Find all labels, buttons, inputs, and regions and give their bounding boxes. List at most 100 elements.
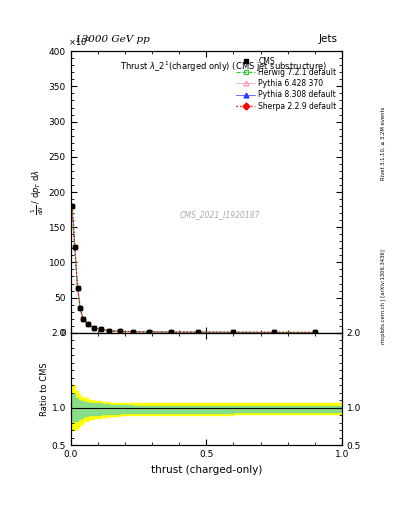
- CMS: [78, 305, 83, 311]
- Herwig 7.2.1 default: [272, 329, 276, 335]
- Text: Rivet 3.1.10, ≥ 3.2M events: Rivet 3.1.10, ≥ 3.2M events: [381, 106, 386, 180]
- Pythia 6.428 370: [98, 326, 103, 332]
- CMS: [312, 329, 317, 335]
- Sherpa 2.2.9 default: [312, 329, 317, 335]
- Sherpa 2.2.9 default: [98, 326, 103, 332]
- Sherpa 2.2.9 default: [92, 325, 96, 331]
- Pythia 6.428 370: [147, 329, 152, 335]
- CMS: [131, 329, 136, 335]
- Herwig 7.2.1 default: [72, 244, 77, 250]
- Pythia 6.428 370: [78, 305, 83, 311]
- Sherpa 2.2.9 default: [70, 203, 74, 209]
- Pythia 6.428 370: [75, 285, 80, 291]
- Pythia 6.428 370: [70, 203, 74, 209]
- Herwig 7.2.1 default: [98, 326, 103, 332]
- Pythia 6.428 370: [86, 322, 91, 328]
- CMS: [72, 244, 77, 250]
- Herwig 7.2.1 default: [75, 285, 80, 291]
- CMS: [196, 329, 200, 335]
- Text: $\times 10^{0}$: $\times 10^{0}$: [68, 36, 91, 48]
- Pythia 8.308 default: [78, 305, 83, 311]
- Pythia 8.308 default: [312, 329, 317, 335]
- Pythia 6.428 370: [107, 328, 111, 334]
- CMS: [81, 315, 85, 322]
- Pythia 8.308 default: [272, 329, 276, 335]
- Herwig 7.2.1 default: [169, 329, 173, 335]
- Sherpa 2.2.9 default: [147, 329, 152, 335]
- Herwig 7.2.1 default: [231, 329, 236, 335]
- CMS: [86, 322, 91, 328]
- Pythia 8.308 default: [72, 244, 77, 250]
- Sherpa 2.2.9 default: [81, 315, 85, 322]
- Text: Thrust $\lambda$_2$^1$(charged only) (CMS jet substructure): Thrust $\lambda$_2$^1$(charged only) (CM…: [119, 60, 327, 74]
- Pythia 8.308 default: [75, 285, 80, 291]
- Text: CMS_2021_I1920187: CMS_2021_I1920187: [180, 210, 260, 219]
- Herwig 7.2.1 default: [92, 325, 96, 331]
- Y-axis label: Ratio to CMS: Ratio to CMS: [40, 362, 49, 416]
- Line: Pythia 6.428 370: Pythia 6.428 370: [70, 204, 316, 334]
- CMS: [107, 328, 111, 334]
- Sherpa 2.2.9 default: [107, 328, 111, 334]
- Line: Herwig 7.2.1 default: Herwig 7.2.1 default: [70, 204, 316, 334]
- Herwig 7.2.1 default: [131, 329, 136, 335]
- Pythia 6.428 370: [72, 244, 77, 250]
- Pythia 8.308 default: [231, 329, 236, 335]
- Pythia 8.308 default: [147, 329, 152, 335]
- Legend: CMS, Herwig 7.2.1 default, Pythia 6.428 370, Pythia 8.308 default, Sherpa 2.2.9 : CMS, Herwig 7.2.1 default, Pythia 6.428 …: [235, 55, 338, 112]
- Pythia 8.308 default: [107, 328, 111, 334]
- Line: CMS: CMS: [70, 204, 316, 334]
- Pythia 8.308 default: [70, 203, 74, 209]
- Pythia 8.308 default: [131, 329, 136, 335]
- Pythia 6.428 370: [196, 329, 200, 335]
- Pythia 6.428 370: [231, 329, 236, 335]
- Pythia 8.308 default: [196, 329, 200, 335]
- Y-axis label: $\frac{1}{\mathrm{d}N}$ / $\mathrm{d}p_T$ $\mathrm{d}\lambda$: $\frac{1}{\mathrm{d}N}$ / $\mathrm{d}p_T…: [29, 169, 46, 215]
- Pythia 6.428 370: [92, 325, 96, 331]
- Pythia 6.428 370: [131, 329, 136, 335]
- Text: Jets: Jets: [319, 33, 338, 44]
- Sherpa 2.2.9 default: [169, 329, 173, 335]
- Pythia 8.308 default: [98, 326, 103, 332]
- Pythia 6.428 370: [81, 315, 85, 322]
- CMS: [147, 329, 152, 335]
- Sherpa 2.2.9 default: [86, 322, 91, 328]
- Herwig 7.2.1 default: [196, 329, 200, 335]
- Pythia 6.428 370: [169, 329, 173, 335]
- Herwig 7.2.1 default: [117, 328, 122, 334]
- Sherpa 2.2.9 default: [75, 285, 80, 291]
- CMS: [231, 329, 236, 335]
- Line: Pythia 8.308 default: Pythia 8.308 default: [70, 204, 316, 334]
- Text: mcplots.cern.ch | [arXiv:1306.3436]: mcplots.cern.ch | [arXiv:1306.3436]: [380, 249, 386, 345]
- Herwig 7.2.1 default: [78, 305, 83, 311]
- Pythia 6.428 370: [272, 329, 276, 335]
- Line: Sherpa 2.2.9 default: Sherpa 2.2.9 default: [70, 204, 316, 334]
- Sherpa 2.2.9 default: [117, 328, 122, 334]
- Herwig 7.2.1 default: [86, 322, 91, 328]
- Pythia 8.308 default: [92, 325, 96, 331]
- Herwig 7.2.1 default: [81, 315, 85, 322]
- Pythia 6.428 370: [117, 328, 122, 334]
- CMS: [70, 203, 74, 209]
- CMS: [98, 326, 103, 332]
- Sherpa 2.2.9 default: [72, 244, 77, 250]
- Sherpa 2.2.9 default: [78, 305, 83, 311]
- Sherpa 2.2.9 default: [272, 329, 276, 335]
- Pythia 8.308 default: [81, 315, 85, 322]
- Herwig 7.2.1 default: [107, 328, 111, 334]
- Herwig 7.2.1 default: [312, 329, 317, 335]
- CMS: [169, 329, 173, 335]
- Herwig 7.2.1 default: [147, 329, 152, 335]
- Pythia 8.308 default: [86, 322, 91, 328]
- Pythia 8.308 default: [169, 329, 173, 335]
- CMS: [272, 329, 276, 335]
- Text: 13000 GeV pp: 13000 GeV pp: [75, 34, 149, 44]
- X-axis label: thrust (charged-only): thrust (charged-only): [151, 465, 262, 475]
- Pythia 8.308 default: [117, 328, 122, 334]
- CMS: [75, 285, 80, 291]
- Sherpa 2.2.9 default: [231, 329, 236, 335]
- Pythia 6.428 370: [312, 329, 317, 335]
- Sherpa 2.2.9 default: [196, 329, 200, 335]
- CMS: [92, 325, 96, 331]
- Herwig 7.2.1 default: [70, 203, 74, 209]
- CMS: [117, 328, 122, 334]
